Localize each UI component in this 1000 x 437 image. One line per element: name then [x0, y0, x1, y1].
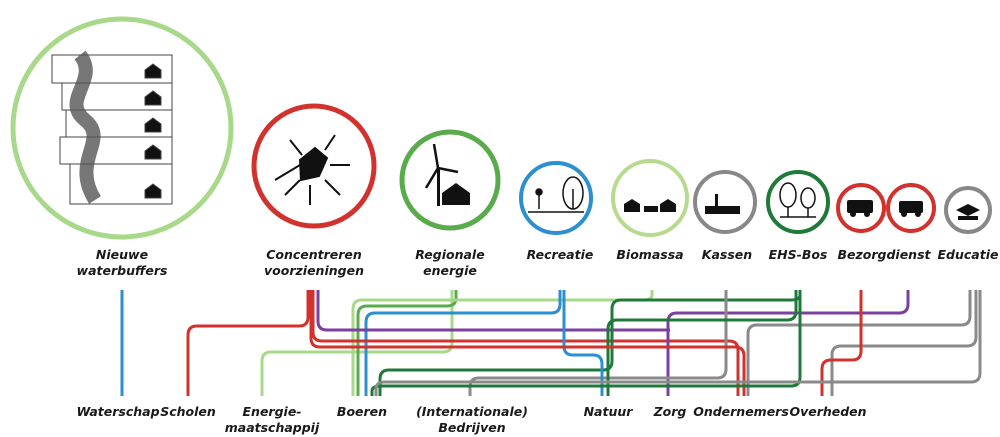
theme-label: Educatie: [938, 247, 999, 262]
stakeholder-label: Energie-: [243, 404, 302, 419]
stakeholder-label: Natuur: [584, 404, 634, 419]
route-line: [374, 290, 982, 396]
theme-circle: [611, 159, 689, 237]
delivery-icon: [847, 200, 923, 217]
route-line: [309, 290, 746, 396]
stakeholder-label: Zorg: [653, 404, 687, 419]
recreation-icon: [528, 176, 584, 213]
stakeholder-label: Scholen: [160, 404, 216, 419]
routes: [120, 290, 982, 396]
route-line: [468, 290, 728, 396]
theme-label: EHS-Bos: [769, 247, 828, 262]
theme-label: Regionale: [415, 247, 484, 262]
theme-circle: [399, 129, 501, 231]
theme-label: waterbuffers: [77, 263, 168, 278]
forest-icon: [779, 182, 816, 218]
route-line: [830, 290, 978, 396]
theme-icons: [10, 16, 992, 240]
stakeholder-label: Overheden: [789, 404, 866, 419]
theme-circle: [519, 161, 593, 235]
theme-circle: [693, 170, 757, 234]
stakeholder-label: Bedrijven: [438, 420, 505, 435]
theme-label: Concentreren: [266, 247, 362, 262]
route-line: [316, 290, 670, 332]
theme-label: Kassen: [702, 247, 752, 262]
route-line: [820, 290, 863, 396]
water-icon: [51, 50, 173, 205]
biomass-icon: [624, 199, 676, 212]
education-icon: [956, 204, 980, 220]
route-line: [606, 290, 798, 396]
stakeholder-label: (Internationale): [416, 404, 528, 419]
stakeholder-label: Boeren: [337, 404, 387, 419]
route-line: [746, 290, 972, 396]
route-line: [364, 290, 562, 396]
greenhouse-icon: [705, 194, 740, 214]
stakeholder-label: maatschappij: [225, 420, 320, 435]
route-line: [351, 290, 654, 396]
route-line: [666, 290, 910, 396]
theme-label: voorzieningen: [264, 263, 364, 278]
route-line: [562, 290, 604, 396]
concentrate-icon: [274, 134, 350, 205]
theme-circle: [10, 16, 234, 240]
route-line: [186, 290, 310, 396]
stakeholder-label: Ondernemers: [693, 404, 789, 419]
stakeholder-label: Waterschap: [76, 404, 159, 419]
theme-label: Biomassa: [616, 247, 683, 262]
theme-label: Recreatie: [527, 247, 594, 262]
theme-label: Bezorgdienst: [837, 247, 931, 262]
theme-circle: [766, 170, 830, 234]
energy-icon: [424, 143, 470, 206]
theme-label: Nieuwe: [96, 247, 148, 262]
theme-label: energie: [423, 263, 477, 278]
route-line: [356, 290, 458, 396]
